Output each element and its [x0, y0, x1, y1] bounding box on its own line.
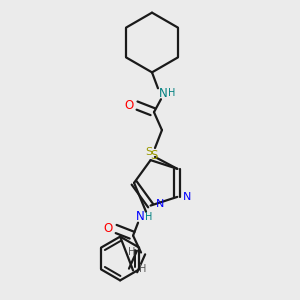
Text: O: O — [124, 99, 134, 112]
Text: H: H — [139, 264, 147, 274]
Text: N: N — [156, 199, 165, 208]
Text: N: N — [159, 87, 167, 100]
Text: H: H — [145, 212, 153, 222]
Text: N: N — [136, 210, 144, 223]
Text: S: S — [150, 149, 158, 163]
Text: H: H — [168, 88, 175, 98]
Text: H: H — [128, 247, 136, 256]
Text: O: O — [103, 222, 113, 235]
Text: S: S — [145, 147, 152, 157]
Text: N: N — [183, 192, 191, 202]
